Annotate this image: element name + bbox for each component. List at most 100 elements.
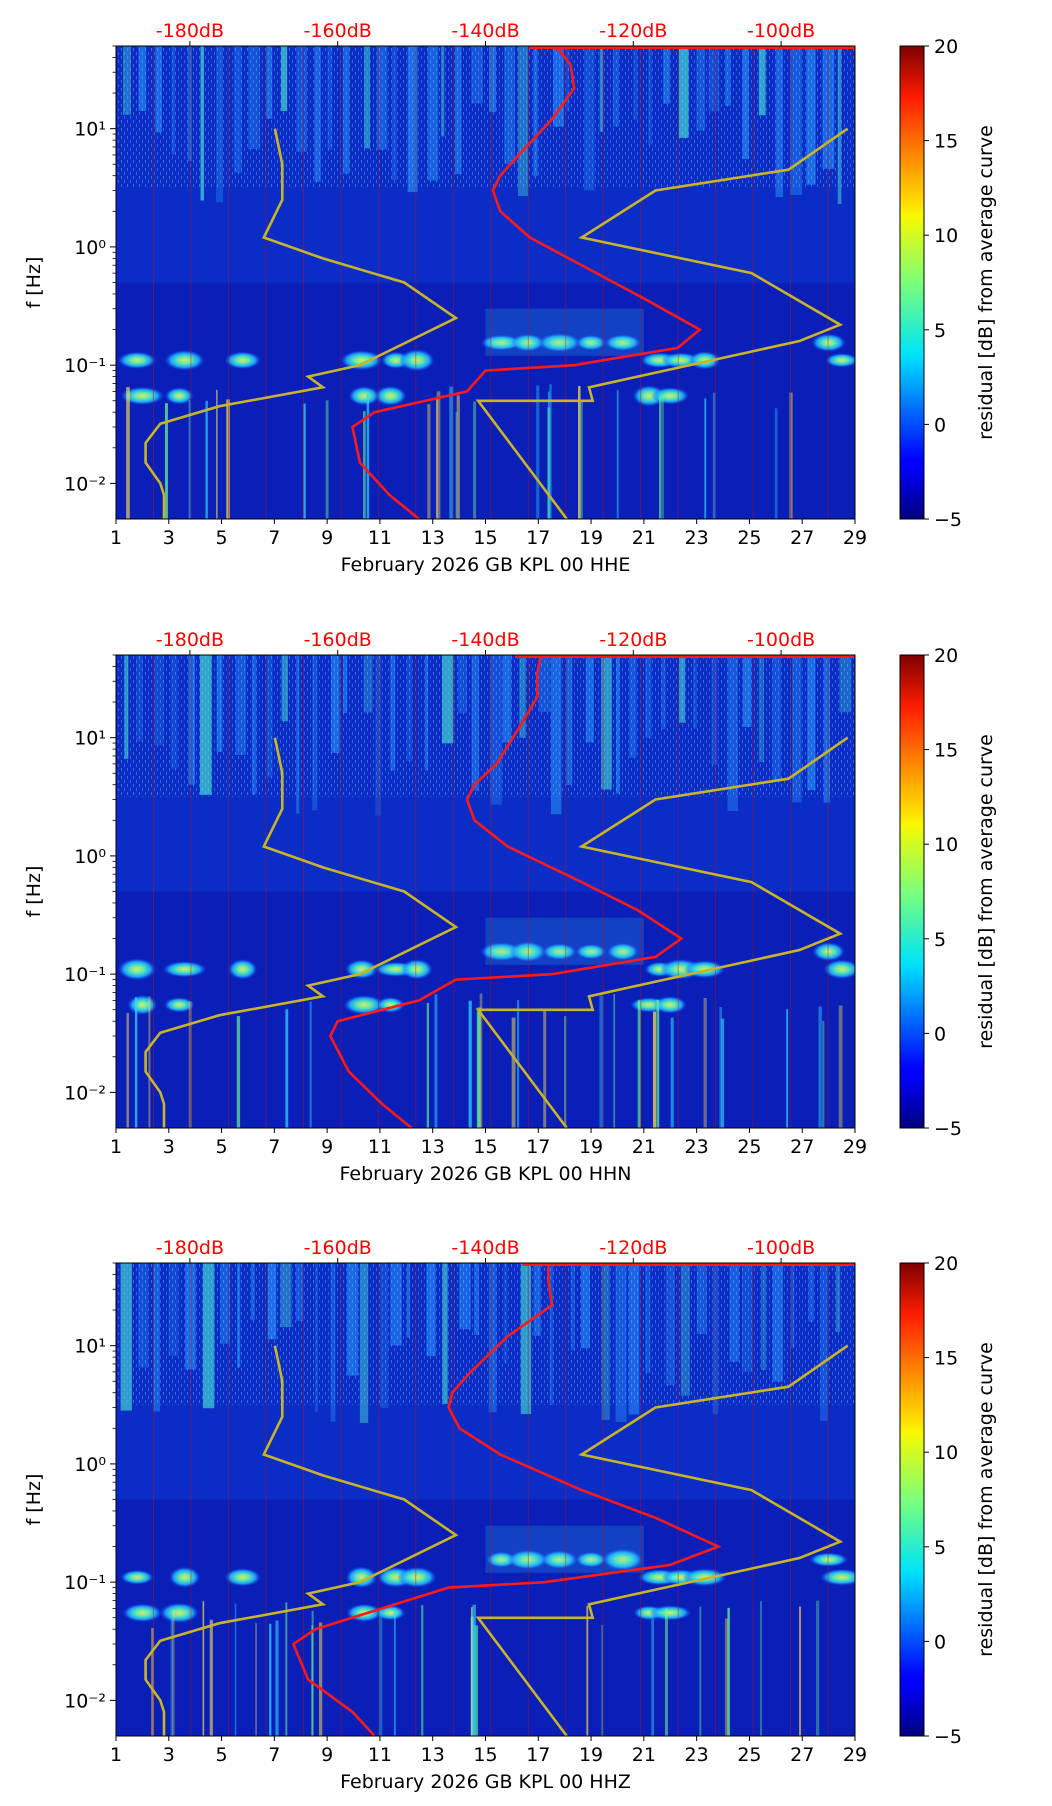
colorbar [899,1262,925,1737]
x-axis-label: February 2026 GB KPL 00 HHE [341,554,631,576]
y-tick-label: 10⁻² [64,473,106,495]
y-tick-label: 10⁰ [74,237,106,259]
noise-model-high-line [475,127,849,519]
y-tick-label: 10¹ [74,728,106,750]
colorbar-tick-label: 0 [934,414,946,436]
db-tick-label: -100dB [747,1237,815,1259]
spectrogram-image [116,655,855,1128]
x-tick-label: 17 [526,527,550,549]
colorbar-tick-label: 20 [934,1253,958,1275]
spectrogram-image [116,1263,855,1736]
db-tick-label: -120dB [599,1237,667,1259]
x-tick-label: 3 [163,1136,175,1158]
x-tick-label: 15 [473,1136,497,1158]
x-axis-label: February 2026 GB KPL 00 HHN [340,1163,632,1185]
db-tick-label: -100dB [747,629,815,651]
x-tick-label: 9 [321,1136,333,1158]
x-tick-label: 29 [843,1136,867,1158]
x-tick-label: 9 [321,1744,333,1766]
colorbar-tick-label: 5 [934,1537,946,1559]
x-tick-label: 3 [163,1744,175,1766]
mean-psd-line [351,46,703,519]
colorbar-label: residual [dB] from average curve [975,734,997,1049]
x-tick-label: 5 [216,1136,228,1158]
y-tick-label: 10⁰ [74,846,106,868]
x-tick-label: 11 [368,527,392,549]
x-tick-label: 25 [737,527,761,549]
x-tick-label: 23 [685,527,709,549]
colorbar-tick-label: 5 [934,929,946,951]
noise-model-high-line [475,736,849,1128]
db-tick-label: -180dB [156,20,224,42]
x-tick-label: 7 [268,1744,280,1766]
colorbar-tick-label: −5 [934,1118,962,1140]
spectrogram-image [116,46,855,519]
colorbar-tick-label: −5 [934,509,962,531]
x-tick-label: 3 [163,527,175,549]
db-tick-label: -160dB [304,629,372,651]
x-tick-label: 5 [216,527,228,549]
colorbar-tick-label: 15 [934,740,958,762]
x-tick-label: 29 [843,527,867,549]
colorbar-tick-label: 15 [934,131,958,153]
x-axis-label: February 2026 GB KPL 00 HHZ [340,1771,631,1793]
x-tick-label: 7 [268,1136,280,1158]
x-tick-label: 23 [685,1136,709,1158]
noise-model-low-line [144,128,459,519]
colorbar-tick-label: 20 [934,36,958,58]
x-tick-label: 1 [110,1136,122,1158]
x-tick-label: 21 [632,1744,656,1766]
y-tick-label: 10¹ [74,119,106,141]
x-tick-label: 15 [473,527,497,549]
colorbar-label: residual [dB] from average curve [975,1342,997,1657]
x-tick-label: 23 [685,1744,709,1766]
x-tick-label: 11 [368,1744,392,1766]
y-tick-label: 10⁻¹ [64,1572,106,1594]
y-tick-label: 10⁻¹ [64,964,106,986]
x-tick-label: 17 [526,1136,550,1158]
y-axis-label: f [Hz] [23,257,45,309]
noise-model-low-line [144,737,459,1128]
mean-psd-line [291,1263,722,1736]
colorbar-tick-label: 10 [934,1442,958,1464]
db-tick-label: -120dB [599,629,667,651]
y-tick-label: 10⁻¹ [64,355,106,377]
x-tick-label: 11 [368,1136,392,1158]
x-tick-label: 19 [579,527,603,549]
x-tick-label: 19 [579,1744,603,1766]
x-tick-label: 17 [526,1744,550,1766]
db-tick-label: -180dB [156,629,224,651]
x-tick-label: 19 [579,1136,603,1158]
colorbar-tick-label: −5 [934,1726,962,1748]
y-axis-label: f [Hz] [23,866,45,918]
x-tick-label: 13 [421,1744,445,1766]
y-tick-label: 10⁻² [64,1082,106,1104]
x-tick-label: 13 [421,1136,445,1158]
x-tick-label: 13 [421,527,445,549]
noise-model-low-line [144,1345,459,1736]
db-tick-label: -120dB [599,20,667,42]
x-tick-label: 25 [737,1744,761,1766]
db-tick-label: -140dB [451,1237,519,1259]
y-tick-label: 10¹ [74,1336,106,1358]
colorbar-label: residual [dB] from average curve [975,125,997,440]
db-tick-label: -160dB [304,1237,372,1259]
x-tick-label: 27 [790,1136,814,1158]
x-tick-label: 25 [737,1136,761,1158]
x-tick-label: 29 [843,1744,867,1766]
y-tick-label: 10⁻² [64,1690,106,1712]
colorbar-tick-label: 20 [934,645,958,667]
colorbar-tick-label: 15 [934,1348,958,1370]
y-tick-label: 10⁰ [74,1454,106,1476]
colorbar [899,45,925,520]
db-tick-label: -180dB [156,1237,224,1259]
x-tick-label: 1 [110,527,122,549]
x-tick-label: 5 [216,1744,228,1766]
x-tick-label: 1 [110,1744,122,1766]
noise-model-high-line [475,1344,849,1736]
colorbar-tick-label: 10 [934,834,958,856]
x-tick-label: 27 [790,1744,814,1766]
x-tick-label: 15 [473,1744,497,1766]
colorbar [899,654,925,1129]
